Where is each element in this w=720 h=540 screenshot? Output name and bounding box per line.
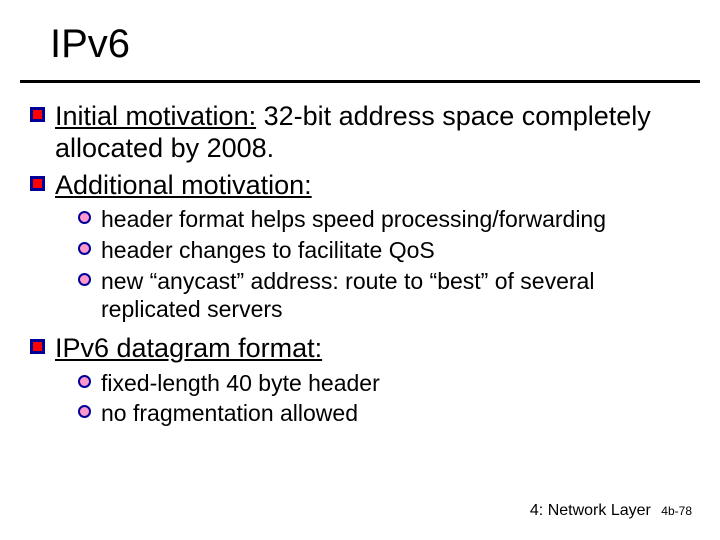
bullet-text: Additional motivation: (55, 169, 690, 201)
slide-title: IPv6 (50, 22, 130, 67)
bullet-lvl2: header changes to facilitate QoS (78, 236, 690, 265)
bullet-lvl1: Initial motivation: 32-bit address space… (30, 100, 690, 165)
bullet-lvl1: Additional motivation: (30, 169, 690, 201)
square-bullet-icon (30, 107, 45, 122)
footer-chapter: 4: Network Layer (530, 502, 651, 519)
title-underline (20, 80, 700, 83)
circle-bullet-icon (78, 211, 91, 224)
sub-bullet-text: new “anycast” address: route to “best” o… (101, 267, 690, 325)
bullet-prefix: Additional motivation: (55, 170, 312, 200)
sub-bullet-text: header changes to facilitate QoS (101, 236, 690, 265)
bullet-prefix: Initial motivation: (55, 101, 256, 131)
slide-body: Initial motivation: 32-bit address space… (30, 100, 690, 436)
footer-page: 4b-78 (661, 504, 692, 518)
slide-footer: 4: Network Layer 4b-78 (530, 502, 692, 520)
sub-bullet-text: no fragmentation allowed (101, 399, 690, 428)
square-bullet-icon (30, 176, 45, 191)
bullet-text: Initial motivation: 32-bit address space… (55, 100, 690, 165)
sub-bullet-text: header format helps speed processing/for… (101, 205, 690, 234)
bullet-text: IPv6 datagram format: (55, 332, 690, 364)
bullet-lvl2: header format helps speed processing/for… (78, 205, 690, 234)
bullet-lvl2: new “anycast” address: route to “best” o… (78, 267, 690, 325)
sub-bullet-group: header format helps speed processing/for… (78, 205, 690, 324)
bullet-lvl1: IPv6 datagram format: (30, 332, 690, 364)
sub-bullet-text: fixed-length 40 byte header (101, 369, 690, 398)
bullet-lvl2: fixed-length 40 byte header (78, 369, 690, 398)
circle-bullet-icon (78, 405, 91, 418)
circle-bullet-icon (78, 273, 91, 286)
square-bullet-icon (30, 339, 45, 354)
circle-bullet-icon (78, 242, 91, 255)
sub-bullet-group: fixed-length 40 byte header no fragmenta… (78, 369, 690, 429)
bullet-lvl2: no fragmentation allowed (78, 399, 690, 428)
circle-bullet-icon (78, 375, 91, 388)
bullet-prefix: IPv6 datagram format: (55, 333, 322, 363)
slide: IPv6 Initial motivation: 32-bit address … (0, 0, 720, 540)
